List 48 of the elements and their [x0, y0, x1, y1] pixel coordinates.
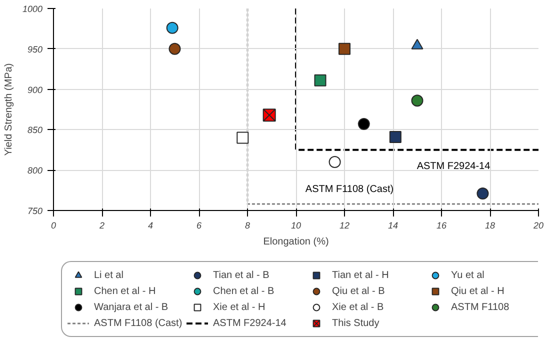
x-axis-title: Elongation (%)	[263, 236, 329, 248]
legend-label: Yu et al	[451, 268, 486, 282]
y-tick-label: 950	[27, 44, 43, 54]
x-tick-label: 14	[388, 220, 398, 230]
point	[168, 42, 181, 55]
legend-label: Qiu et al - H	[451, 284, 506, 298]
y-tick-label: 900	[27, 84, 43, 95]
y-tick-label: 750	[27, 206, 43, 216]
x-tick-label: 16	[436, 220, 447, 230]
point	[476, 188, 489, 200]
legend-label: Chen et al - B	[213, 284, 276, 298]
legend-label: Xie et al - H	[213, 300, 266, 314]
annotation: ASTM F1108 (Cast)	[305, 184, 394, 195]
legend-label: ASTM F1108 (Cast)	[94, 316, 184, 330]
point	[236, 132, 249, 144]
x-tick-label: 18	[484, 220, 496, 230]
x-tick-label: 4	[148, 220, 154, 230]
legend-label: This Study	[332, 316, 380, 330]
point	[411, 38, 424, 50]
point	[262, 108, 276, 122]
x-tick-label: 20	[532, 220, 544, 230]
legend-label: Qiu et al - B	[332, 284, 386, 298]
legend-label: Wanjara et al - B	[94, 300, 170, 314]
y-tick-label: 800	[27, 166, 43, 176]
legend-label: Li et al	[94, 268, 124, 282]
x-tick-label: 0	[50, 220, 56, 230]
x-tick-label: 10	[290, 220, 302, 230]
y-axis-title: Yield Strength (MPa)	[3, 63, 14, 156]
legend-label: Xie et al - B	[332, 300, 385, 314]
legend-label: Tian et al - B	[213, 268, 270, 282]
y-tick-label: 850	[27, 125, 43, 136]
x-tick-label: 8	[244, 220, 250, 230]
point	[166, 22, 178, 34]
legend-label: Chen et al - H	[94, 284, 157, 298]
point	[389, 130, 402, 143]
legend-label: ASTM F1108	[451, 300, 510, 314]
x-tick-label: 2	[98, 220, 105, 230]
point	[338, 42, 350, 55]
y-tick-label: 1000	[22, 4, 43, 14]
point	[411, 94, 424, 107]
legend-label: Tian et al - H	[332, 268, 390, 282]
annotation: ASTM F2924-14	[416, 161, 491, 172]
x-tick-label: 12	[339, 220, 350, 230]
x-tick-label: 6	[196, 220, 202, 230]
point	[328, 156, 341, 168]
legend-label: ASTM F2924-14	[213, 316, 288, 330]
point	[314, 74, 326, 86]
point	[358, 118, 370, 130]
